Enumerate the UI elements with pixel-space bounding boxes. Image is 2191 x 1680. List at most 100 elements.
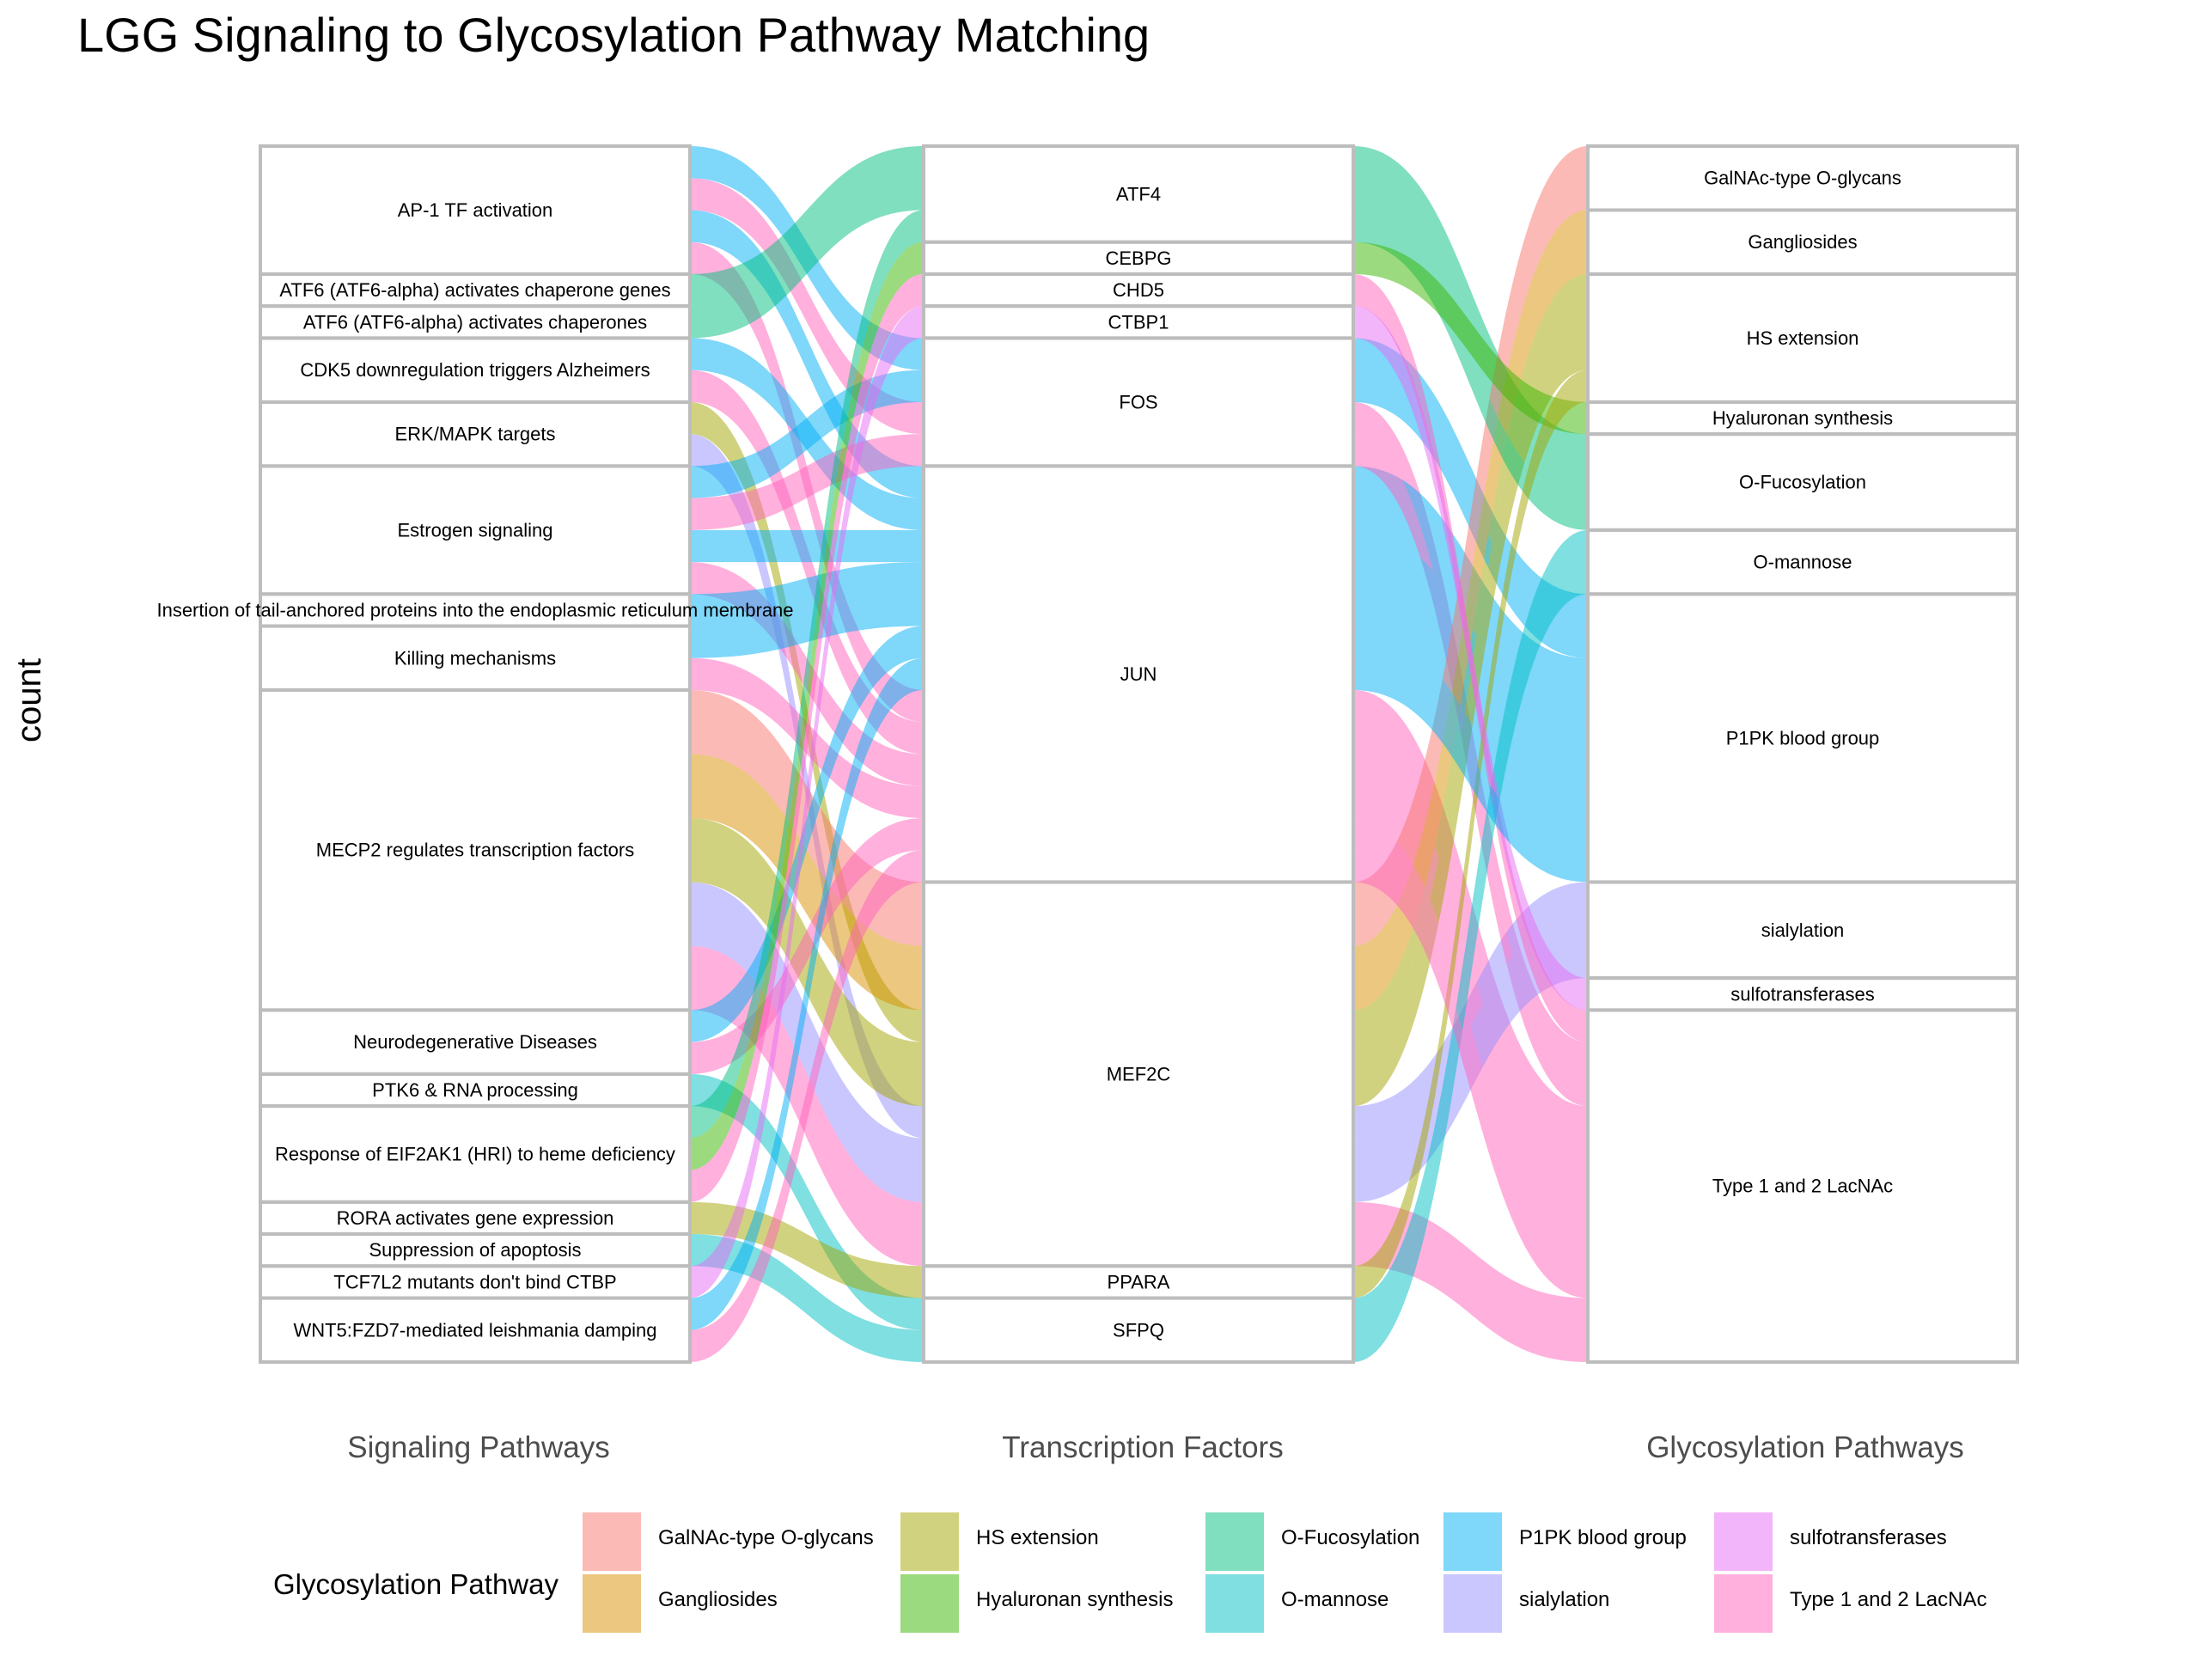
flow-response-of-eif2ak1-hri-to-heme-deficiency-atf4-o-fucosylation-right bbox=[1353, 210, 1588, 530]
flow-mecp2-regulates-transcription-factors-mef2c-sialylation-left bbox=[690, 882, 924, 1202]
node-label-tf-sfpq: SFPQ bbox=[1113, 1319, 1164, 1341]
flow-atf6-atf6-alpha-activates-chaperone-genes-atf4-o-fucosylation-left bbox=[690, 146, 924, 307]
flow-wnt5-fzd7-mediated-leishmania-damping-jun-type-1-and-2-lacnac-left bbox=[690, 850, 924, 1362]
flow-mecp2-regulates-transcription-factors-mef2c-gangliosides-left bbox=[690, 754, 924, 1011]
flow-rora-activates-gene-expression-ppara-hs-extension-left bbox=[690, 1201, 924, 1298]
legend-key-hs-extension bbox=[900, 1512, 959, 1571]
legend-label-gangliosides: Gangliosides bbox=[658, 1588, 778, 1611]
node-label-signaling-tcf7l2-mutants-don-t-bind-ctbp: TCF7L2 mutants don't bind CTBP bbox=[333, 1271, 616, 1292]
node-label-tf-ppara: PPARA bbox=[1108, 1271, 1170, 1292]
flow-ptk6-rna-processing-sfpq-o-mannose-left bbox=[690, 1073, 924, 1330]
node-label-tf-jun: JUN bbox=[1120, 663, 1157, 685]
node-label-glycosylation-hyaluronan-synthesis: Hyaluronan synthesis bbox=[1712, 407, 1893, 429]
flow-ptk6-rna-processing-sfpq-o-mannose-right bbox=[1353, 529, 1588, 1330]
node-label-signaling-response-of-eif2ak1-hri-to-heme-deficiency: Response of EIF2AK1 (HRI) to heme defici… bbox=[275, 1143, 675, 1164]
legend-key-galnac-type-o-glycans bbox=[583, 1512, 641, 1571]
flow-estrogen-signaling-jun-type-1-and-2-lacnac-right bbox=[1353, 754, 1588, 1202]
legend-key-sialylation bbox=[1443, 1574, 1502, 1633]
node-label-glycosylation-o-fucosylation: O-Fucosylation bbox=[1739, 471, 1866, 492]
node-label-signaling-mecp2-regulates-transcription-factors: MECP2 regulates transcription factors bbox=[316, 840, 635, 861]
node-label-glycosylation-o-mannose: O-mannose bbox=[1754, 552, 1852, 573]
flow-insertion-of-tail-anchored-proteins-into-the-endoplasmic-reticulum-membrane-jun-p1pk-blood-group-left bbox=[690, 562, 924, 626]
node-label-glycosylation-p1pk-blood-group: P1PK blood group bbox=[1726, 727, 1880, 748]
flow-wnt5-fzd7-mediated-leishmania-damping-jun-p1pk-blood-group-right bbox=[1353, 657, 1588, 883]
node-label-signaling-atf6-atf6-alpha-activates-chaperones: ATF6 (ATF6-alpha) activates chaperones bbox=[303, 311, 647, 333]
flow-wnt5-fzd7-mediated-leishmania-damping-jun-type-1-and-2-lacnac-right bbox=[1353, 850, 1588, 1298]
node-label-signaling-ptk6-rna-processing: PTK6 & RNA processing bbox=[372, 1079, 578, 1101]
node-glycosylation-type-1-and-2-lacnac bbox=[1586, 1008, 2019, 1365]
flow-killing-mechanisms-jun-type-1-and-2-lacnac-right bbox=[1353, 785, 1588, 1235]
node-label-tf-cebpg: CEBPG bbox=[1105, 247, 1171, 269]
legend-key-gangliosides bbox=[583, 1574, 641, 1633]
flow-response-of-eif2ak1-hri-to-heme-deficiency-atf4-o-fucosylation-left bbox=[690, 210, 924, 1139]
legend-label-o-fucosylation: O-Fucosylation bbox=[1281, 1526, 1420, 1549]
flow-neurodegenerative-diseases-jun-type-1-and-2-lacnac-left bbox=[690, 817, 924, 1074]
flow-mecp2-regulates-transcription-factors-mef2c-galnac-type-o-glycans-right bbox=[1353, 146, 1588, 946]
legend-key-o-fucosylation bbox=[1205, 1512, 1264, 1571]
flow-estrogen-signaling-fos-type-1-and-2-lacnac-left bbox=[690, 434, 924, 530]
legend-key-p1pk-blood-group bbox=[1443, 1512, 1502, 1571]
node-tf-sfpq bbox=[922, 1296, 1355, 1365]
node-label-glycosylation-type-1-and-2-lacnac: Type 1 and 2 LacNAc bbox=[1712, 1176, 1893, 1197]
flow-rora-activates-gene-expression-ppara-hs-extension-right bbox=[1353, 370, 1588, 1298]
axis-label-signaling: Signaling Pathways bbox=[347, 1431, 610, 1464]
flow-atf6-atf6-alpha-activates-chaperone-genes-atf4-o-fucosylation-right bbox=[1353, 146, 1588, 467]
legend: Glycosylation Pathway GalNAc-type O-glyc… bbox=[273, 1512, 2078, 1659]
node-label-glycosylation-galnac-type-o-glycans: GalNAc-type O-glycans bbox=[1704, 168, 1901, 189]
node-label-tf-ctbp1: CTBP1 bbox=[1108, 311, 1169, 333]
flow-suppression-of-apoptosis-sfpq-o-mannose-right bbox=[1353, 562, 1588, 1362]
legend-label-sialylation: sialylation bbox=[1519, 1588, 1610, 1611]
node-label-glycosylation-gangliosides: Gangliosides bbox=[1748, 231, 1857, 253]
flow-ap-1-tf-activation-jun-type-1-and-2-lacnac-right bbox=[1353, 690, 1588, 1139]
legend-label-sulfotransferases: sulfotransferases bbox=[1790, 1526, 1947, 1549]
node-label-signaling-wnt5-fzd7-mediated-leishmania-damping: WNT5:FZD7-mediated leishmania damping bbox=[293, 1319, 656, 1341]
axis-label-transcription-factors: Transcription Factors bbox=[1002, 1431, 1284, 1464]
node-label-signaling-erk-mapk-targets: ERK/MAPK targets bbox=[394, 424, 555, 445]
flow-mecp2-regulates-transcription-factors-mef2c-gangliosides-right bbox=[1353, 210, 1588, 1011]
flow-atf6-atf6-alpha-activates-chaperones-atf4-o-fucosylation-left bbox=[690, 178, 924, 339]
node-label-signaling-insertion-of-tail-anchored-proteins-into-the-endoplasmic-reticulum-membrane: Insertion of tail-anchored proteins into… bbox=[156, 599, 793, 620]
node-label-tf-chd5: CHD5 bbox=[1113, 279, 1164, 301]
node-label-tf-mef2c: MEF2C bbox=[1107, 1063, 1171, 1084]
legend-label-galnac-type-o-glycans: GalNAc-type O-glycans bbox=[658, 1526, 874, 1549]
legend-key-type-1-and-2-lacnac bbox=[1714, 1574, 1773, 1633]
flow-wnt5-fzd7-mediated-leishmania-damping-jun-p1pk-blood-group-left bbox=[690, 657, 924, 1330]
legend-label-type-1-and-2-lacnac: Type 1 and 2 LacNAc bbox=[1790, 1588, 1987, 1611]
legend-label-hyaluronan-synthesis: Hyaluronan synthesis bbox=[976, 1588, 1174, 1611]
flow-ap-1-tf-activation-fos-p1pk-blood-group-right bbox=[1353, 338, 1588, 626]
node-label-glycosylation-hs-extension: HS extension bbox=[1747, 327, 1859, 349]
axis-label-glycosylation: Glycosylation Pathways bbox=[1646, 1431, 1964, 1464]
legend-label-p1pk-blood-group: P1PK blood group bbox=[1519, 1526, 1687, 1549]
node-label-signaling-neurodegenerative-diseases: Neurodegenerative Diseases bbox=[353, 1031, 597, 1053]
flow-suppression-of-apoptosis-sfpq-o-mannose-left bbox=[690, 1234, 924, 1362]
legend-key-hyaluronan-synthesis bbox=[900, 1574, 959, 1633]
legend-key-sulfotransferases bbox=[1714, 1512, 1773, 1571]
flow-response-of-eif2ak1-hri-to-heme-deficiency-cebpg-hyaluronan-synthesis-right bbox=[1353, 241, 1588, 435]
flow-ap-1-tf-activation-fos-type-1-and-2-lacnac-left bbox=[690, 178, 924, 435]
legend-title: Glycosylation Pathway bbox=[273, 1568, 558, 1600]
flow-response-of-eif2ak1-hri-to-heme-deficiency-chd5-type-1-and-2-lacnac-left bbox=[690, 273, 924, 1202]
node-label-signaling-atf6-atf6-alpha-activates-chaperone-genes: ATF6 (ATF6-alpha) activates chaperone ge… bbox=[279, 279, 670, 301]
flow-cdk5-downregulation-triggers-alzheimers-jun-type-1-and-2-lacnac-left bbox=[690, 370, 924, 754]
flow-ap-1-tf-activation-jun-p1pk-blood-group-left bbox=[690, 210, 924, 498]
flow-estrogen-signaling-jun-p1pk-blood-group-left bbox=[690, 529, 924, 563]
legend-key-o-mannose bbox=[1205, 1574, 1264, 1633]
flow-neurodegenerative-diseases-jun-p1pk-blood-group-right bbox=[1353, 626, 1588, 851]
node-signaling-wnt5-fzd7-mediated-leishmania-damping bbox=[259, 1296, 692, 1365]
flow-mecp2-regulates-transcription-factors-mef2c-hs-extension-right bbox=[1353, 306, 1588, 1107]
node-label-tf-fos: FOS bbox=[1119, 391, 1157, 412]
flow-neurodegenerative-diseases-jun-p1pk-blood-group-left bbox=[690, 626, 924, 1042]
y-axis-label: count bbox=[10, 658, 48, 742]
flow-tcf7l2-mutants-don-t-bind-ctbp-ctbp1-sulfotransferases-right bbox=[1353, 306, 1588, 1011]
legend-label-hs-extension: HS extension bbox=[976, 1526, 1099, 1549]
node-label-signaling-ap-1-tf-activation: AP-1 TF activation bbox=[398, 199, 553, 221]
node-label-glycosylation-sulfotransferases: sulfotransferases bbox=[1730, 983, 1875, 1005]
flow-tcf7l2-mutants-don-t-bind-ctbp-ctbp1-sulfotransferases-left bbox=[690, 306, 924, 1298]
node-label-glycosylation-sialylation: sialylation bbox=[1761, 919, 1845, 941]
flow-neurodegenerative-diseases-jun-type-1-and-2-lacnac-right bbox=[1353, 817, 1588, 1267]
flow-killing-mechanisms-jun-p1pk-blood-group-left bbox=[690, 594, 924, 658]
node-label-tf-atf4: ATF4 bbox=[1116, 183, 1161, 205]
flow-response-of-eif2ak1-hri-to-heme-deficiency-cebpg-hyaluronan-synthesis-left bbox=[690, 241, 924, 1170]
